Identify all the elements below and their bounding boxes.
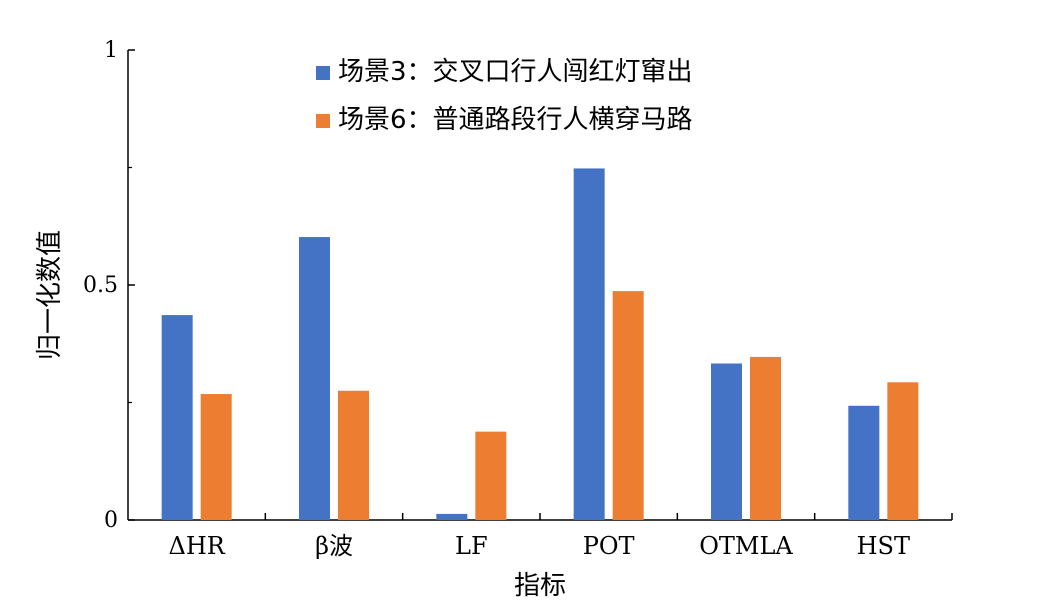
bar-series-1-3 [573,168,605,520]
legend-label-2: 场景6：普通路段行人横穿马路 [338,105,693,135]
x-tick-label: OTMLA [699,532,793,560]
y-tick-label: 1 [104,38,118,63]
bar-series-2-0 [200,394,232,520]
legend-label-1: 场景3：交叉口行人闯红灯窜出 [338,57,693,87]
y-ticks: 00.51 [83,38,135,533]
bar-series-2-5 [887,382,919,520]
y-tick-label: 0.5 [83,273,118,298]
bar-series-2-3 [612,291,644,520]
bar-series-2-2 [475,431,507,520]
x-tick-label: LF [455,532,488,560]
legend-swatch-2 [316,114,330,128]
x-ticks: ΔHR β波 LF POT OTMLA HST [168,513,953,560]
bar-series-1-4 [711,363,742,520]
x-tick-label: ΔHR [168,532,225,560]
y-axis-title: 归一化数值 [35,230,65,360]
x-axis-title: 指标 [514,571,566,601]
y-tick-label: 0 [104,508,118,533]
bars [161,168,919,520]
x-tick-label: β波 [315,532,353,560]
bar-series-2-4 [750,356,781,520]
bar-series-2-1 [338,390,369,520]
x-tick-label: POT [583,532,635,560]
bar-series-1-1 [299,237,330,520]
legend-swatch-1 [316,66,330,80]
bar-series-1-5 [848,405,880,520]
bar-series-1-2 [436,513,468,520]
x-tick-label: HST [857,532,910,560]
bar-series-1-0 [161,315,193,520]
